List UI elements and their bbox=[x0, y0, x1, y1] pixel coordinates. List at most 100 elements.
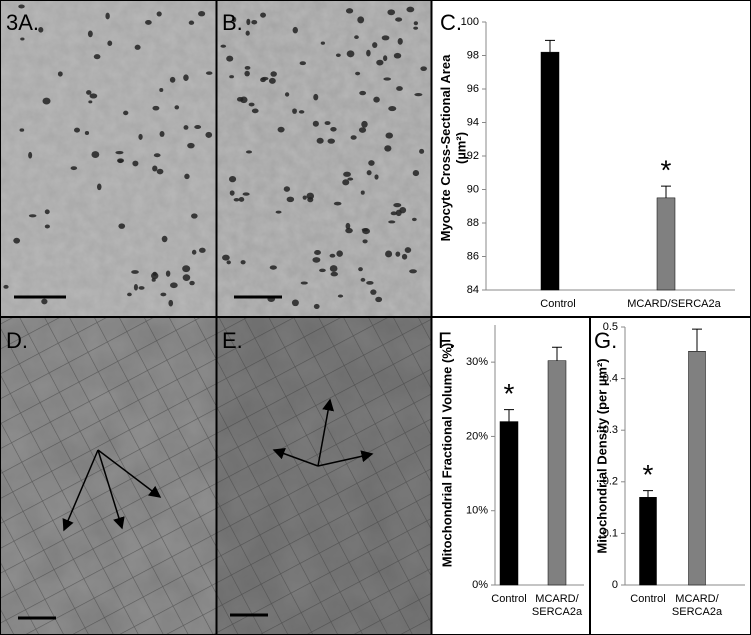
nucleus bbox=[385, 132, 393, 139]
x-tick-label: Control bbox=[491, 593, 526, 605]
nucleus bbox=[88, 100, 93, 104]
y-axis-label: Mitochondrial Density (per µm²) bbox=[594, 358, 609, 553]
nucleus bbox=[360, 190, 365, 195]
nucleus bbox=[300, 281, 308, 285]
annotation: * bbox=[504, 378, 515, 409]
nucleus bbox=[366, 49, 371, 57]
nucleus bbox=[242, 192, 250, 196]
y-tick-label: 96 bbox=[467, 83, 479, 95]
nucleus bbox=[74, 127, 80, 133]
y-tick-label: 90 bbox=[467, 183, 479, 195]
nucleus bbox=[357, 16, 365, 24]
x-tick-label: Control bbox=[630, 593, 665, 605]
nucleus bbox=[329, 253, 336, 258]
nucleus bbox=[28, 151, 33, 159]
nucleus bbox=[291, 299, 299, 307]
nucleus bbox=[131, 270, 139, 274]
nucleus bbox=[20, 37, 25, 41]
nucleus bbox=[350, 135, 357, 140]
nucleus bbox=[395, 251, 401, 257]
nucleus bbox=[226, 260, 231, 265]
nucleus bbox=[388, 220, 396, 224]
nucleus bbox=[313, 93, 319, 101]
nucleus bbox=[366, 170, 372, 176]
nucleus bbox=[361, 120, 368, 128]
nucleus bbox=[231, 16, 237, 23]
nucleus bbox=[199, 247, 206, 253]
nucleus bbox=[194, 124, 202, 130]
nucleus bbox=[153, 153, 161, 158]
nucleus bbox=[361, 228, 369, 232]
x-tick-label: MCARD/SERCA2a bbox=[627, 298, 721, 310]
nucleus bbox=[42, 97, 51, 105]
nucleus bbox=[381, 35, 390, 41]
nucleus bbox=[412, 170, 420, 177]
nucleus bbox=[383, 55, 388, 62]
nucleus bbox=[244, 70, 250, 77]
nucleus bbox=[414, 93, 423, 97]
nucleus bbox=[118, 223, 126, 229]
nucleus bbox=[152, 165, 158, 172]
y-tick-label: 0.1 bbox=[603, 527, 618, 539]
nucleus bbox=[205, 131, 213, 138]
nucleus bbox=[238, 197, 245, 202]
nucleus bbox=[13, 237, 21, 244]
nucleus bbox=[182, 265, 191, 273]
bar bbox=[540, 51, 560, 291]
nuclei bbox=[3, 4, 427, 310]
micrograph-b bbox=[217, 0, 431, 317]
nucleus bbox=[373, 96, 380, 103]
nucleus bbox=[337, 294, 344, 298]
nucleus bbox=[330, 271, 338, 277]
nucleus bbox=[41, 298, 48, 305]
nucleus bbox=[134, 44, 141, 50]
nucleus bbox=[376, 59, 384, 66]
nucleus bbox=[229, 75, 234, 79]
panel-label: G. bbox=[594, 328, 617, 353]
y-tick-label: 20% bbox=[466, 430, 488, 442]
y-axis-label: Mitochondrial Fractional Volume (%) bbox=[439, 343, 454, 567]
nucleus bbox=[335, 53, 341, 57]
nucleus bbox=[420, 66, 427, 72]
nucleus bbox=[395, 17, 403, 22]
nucleus bbox=[228, 175, 237, 183]
nucleus bbox=[401, 253, 408, 260]
nucleus bbox=[329, 265, 338, 272]
y-tick-label: 10% bbox=[466, 505, 488, 517]
error-bar bbox=[504, 409, 514, 422]
nucleus bbox=[159, 88, 164, 93]
nucleus bbox=[44, 209, 50, 215]
y-tick-label: 88 bbox=[467, 217, 479, 229]
nucleus bbox=[342, 179, 350, 186]
nucleus bbox=[413, 26, 419, 30]
nucleus bbox=[159, 131, 165, 137]
panel-label: F. bbox=[438, 328, 455, 353]
nucleus bbox=[38, 27, 44, 33]
nucleus bbox=[330, 126, 337, 132]
nucleus bbox=[283, 186, 291, 192]
nucleus bbox=[236, 96, 244, 102]
nucleus bbox=[169, 76, 176, 83]
nucleus bbox=[170, 282, 178, 289]
error-bar bbox=[552, 346, 562, 361]
nucleus bbox=[205, 71, 213, 75]
nucleus bbox=[251, 108, 259, 114]
bar bbox=[688, 351, 706, 586]
annotation: * bbox=[661, 155, 672, 186]
nucleus bbox=[419, 148, 425, 154]
nucleus bbox=[240, 260, 246, 265]
nucleus bbox=[388, 106, 397, 112]
nucleus bbox=[299, 61, 306, 66]
nucleus bbox=[355, 71, 361, 76]
nucleus bbox=[268, 77, 276, 84]
annotation: * bbox=[643, 459, 654, 490]
nucleus bbox=[319, 268, 326, 273]
nucleus bbox=[151, 272, 159, 280]
x-tick-label: MCARD/SERCA2a bbox=[672, 593, 723, 618]
nucleus bbox=[28, 214, 37, 218]
nucleus bbox=[117, 158, 125, 163]
nucleus bbox=[19, 128, 25, 132]
y-tick-label: 94 bbox=[467, 116, 479, 128]
nucleus bbox=[345, 8, 354, 14]
